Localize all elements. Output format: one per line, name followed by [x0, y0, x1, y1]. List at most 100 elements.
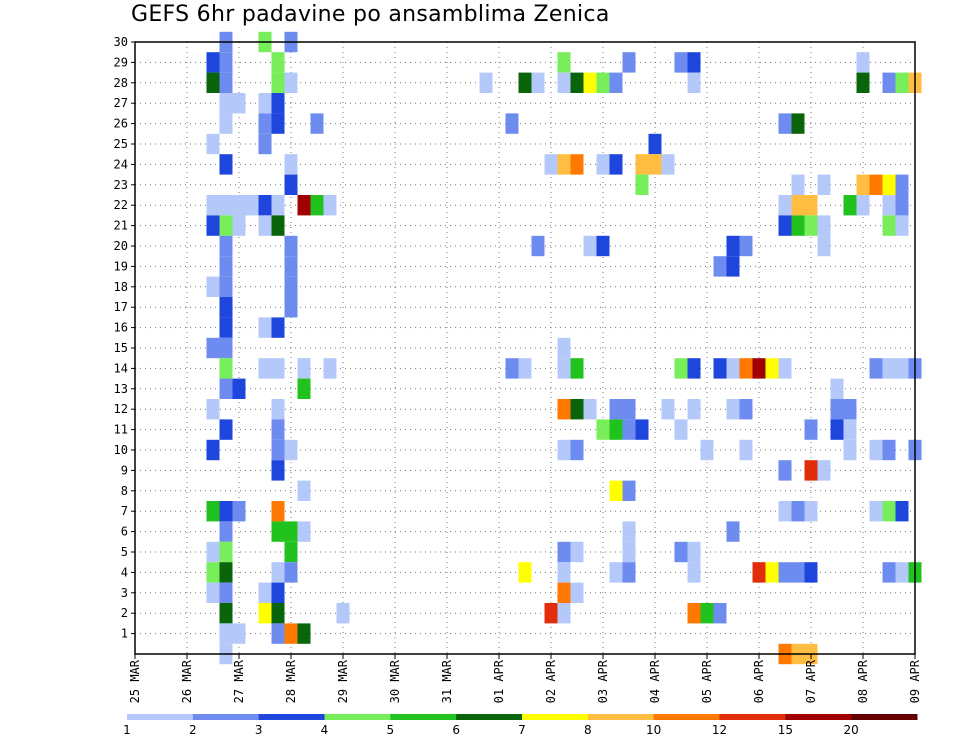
heatmap-cell — [713, 358, 727, 379]
heatmap-cell — [297, 623, 311, 644]
heatmap-cell — [258, 317, 272, 338]
heatmap-cell — [258, 93, 272, 114]
heatmap-cell — [609, 399, 623, 420]
heatmap-cell — [583, 399, 597, 420]
y-tick-label: 29 — [114, 55, 128, 69]
heatmap-cell — [206, 337, 220, 359]
heatmap-cell — [219, 623, 233, 644]
heatmap-cell — [843, 195, 857, 216]
heatmap-cell — [518, 72, 532, 93]
heatmap-cell — [778, 215, 792, 236]
heatmap-cell — [882, 358, 896, 379]
heatmap-cell — [219, 501, 233, 522]
heatmap-cell — [258, 113, 272, 134]
y-tick-label: 25 — [114, 137, 128, 151]
heatmap-cell — [804, 215, 818, 236]
heatmap-cell — [258, 215, 272, 236]
heatmap-cell — [869, 501, 883, 522]
legend-label: 12 — [712, 723, 727, 737]
legend-label: 7 — [518, 723, 526, 737]
heatmap-cells — [206, 31, 922, 665]
heatmap-cell — [778, 113, 792, 134]
legend-swatch — [258, 714, 325, 720]
y-tick-label: 12 — [114, 402, 128, 416]
heatmap-cell — [791, 174, 805, 195]
heatmap-cell — [271, 215, 285, 236]
legend-label: 5 — [387, 723, 395, 737]
heatmap-cell — [674, 358, 688, 379]
heatmap-cell — [882, 195, 896, 216]
heatmap-cell — [271, 603, 285, 624]
heatmap-cell — [856, 52, 870, 73]
heatmap-cell — [895, 358, 909, 379]
heatmap-cell — [739, 399, 753, 420]
heatmap-cell — [817, 235, 831, 257]
heatmap-cell — [752, 358, 766, 379]
heatmap-cell — [232, 195, 246, 216]
legend-swatch — [587, 714, 655, 720]
heatmap-cell — [804, 501, 818, 522]
heatmap-cell — [310, 195, 324, 216]
heatmap-cell — [206, 52, 220, 73]
heatmap-cell — [219, 256, 233, 277]
heatmap-cell — [271, 317, 285, 338]
heatmap-cell — [882, 501, 896, 522]
heatmap-cell — [271, 419, 285, 440]
heatmap-cell — [674, 419, 688, 440]
heatmap-cell — [570, 582, 584, 603]
heatmap-cell — [895, 501, 909, 522]
heatmap-cell — [232, 378, 246, 399]
heatmap-cell — [531, 72, 545, 93]
heatmap-cell — [791, 215, 805, 236]
heatmap-cell — [219, 235, 233, 257]
heatmap-cell — [856, 195, 870, 216]
chart-title: GEFS 6hr padavine po ansamblima Zenica — [131, 2, 610, 27]
legend-swatch — [719, 714, 786, 720]
heatmap-cell — [856, 174, 870, 195]
heatmap-cell — [882, 174, 896, 195]
x-tick-label: 27 MAR — [232, 659, 246, 703]
color-legend: 1 2 3 4 5 6 7 8 10 12 15 20 — [123, 714, 918, 737]
legend-label: 10 — [646, 723, 661, 737]
heatmap-cell — [570, 358, 584, 379]
heatmap-cell — [557, 603, 571, 624]
heatmap-cell — [895, 174, 909, 195]
x-tick-label: 26 MAR — [180, 659, 194, 703]
heatmap-cell — [219, 419, 233, 440]
y-tick-label: 10 — [114, 443, 128, 457]
heatmap-cell — [648, 133, 662, 155]
legend-swatch — [851, 714, 918, 720]
y-tick-label: 13 — [114, 382, 128, 396]
heatmap-cell — [895, 72, 909, 93]
heatmap-cell — [726, 256, 740, 277]
heatmap-cell — [206, 439, 220, 461]
y-tick-label: 30 — [114, 35, 128, 49]
x-tick-label: 28 MAR — [284, 659, 298, 703]
y-tick-label: 7 — [121, 504, 128, 518]
heatmap-cell — [648, 154, 662, 175]
legend-label: 4 — [321, 723, 329, 737]
heatmap-cell — [310, 113, 324, 134]
heatmap-cell — [479, 72, 493, 93]
x-tick-label: 06 APR — [752, 659, 766, 703]
y-tick-label: 3 — [121, 586, 128, 600]
heatmap-cell — [687, 541, 701, 563]
heatmap-cell — [271, 72, 285, 93]
heatmap-cell — [219, 582, 233, 603]
heatmap-cell — [219, 562, 233, 583]
x-tick-label: 25 MAR — [128, 659, 142, 703]
heatmap-cell — [271, 113, 285, 134]
heatmap-cell — [518, 358, 532, 379]
legend-swatch — [653, 714, 720, 720]
heatmap-cell — [271, 399, 285, 420]
heatmap-cell — [258, 195, 272, 216]
heatmap-cell — [271, 358, 285, 379]
heatmap-cell — [622, 480, 636, 501]
heatmap-cell — [557, 399, 571, 420]
heatmap-cell — [596, 419, 610, 440]
heatmap-cell — [557, 52, 571, 73]
y-axis-ticks: 1234567891011121314151617181920212223242… — [114, 35, 135, 641]
heatmap-cell — [700, 439, 714, 461]
heatmap-cell — [557, 562, 571, 583]
heatmap-cell — [219, 93, 233, 114]
